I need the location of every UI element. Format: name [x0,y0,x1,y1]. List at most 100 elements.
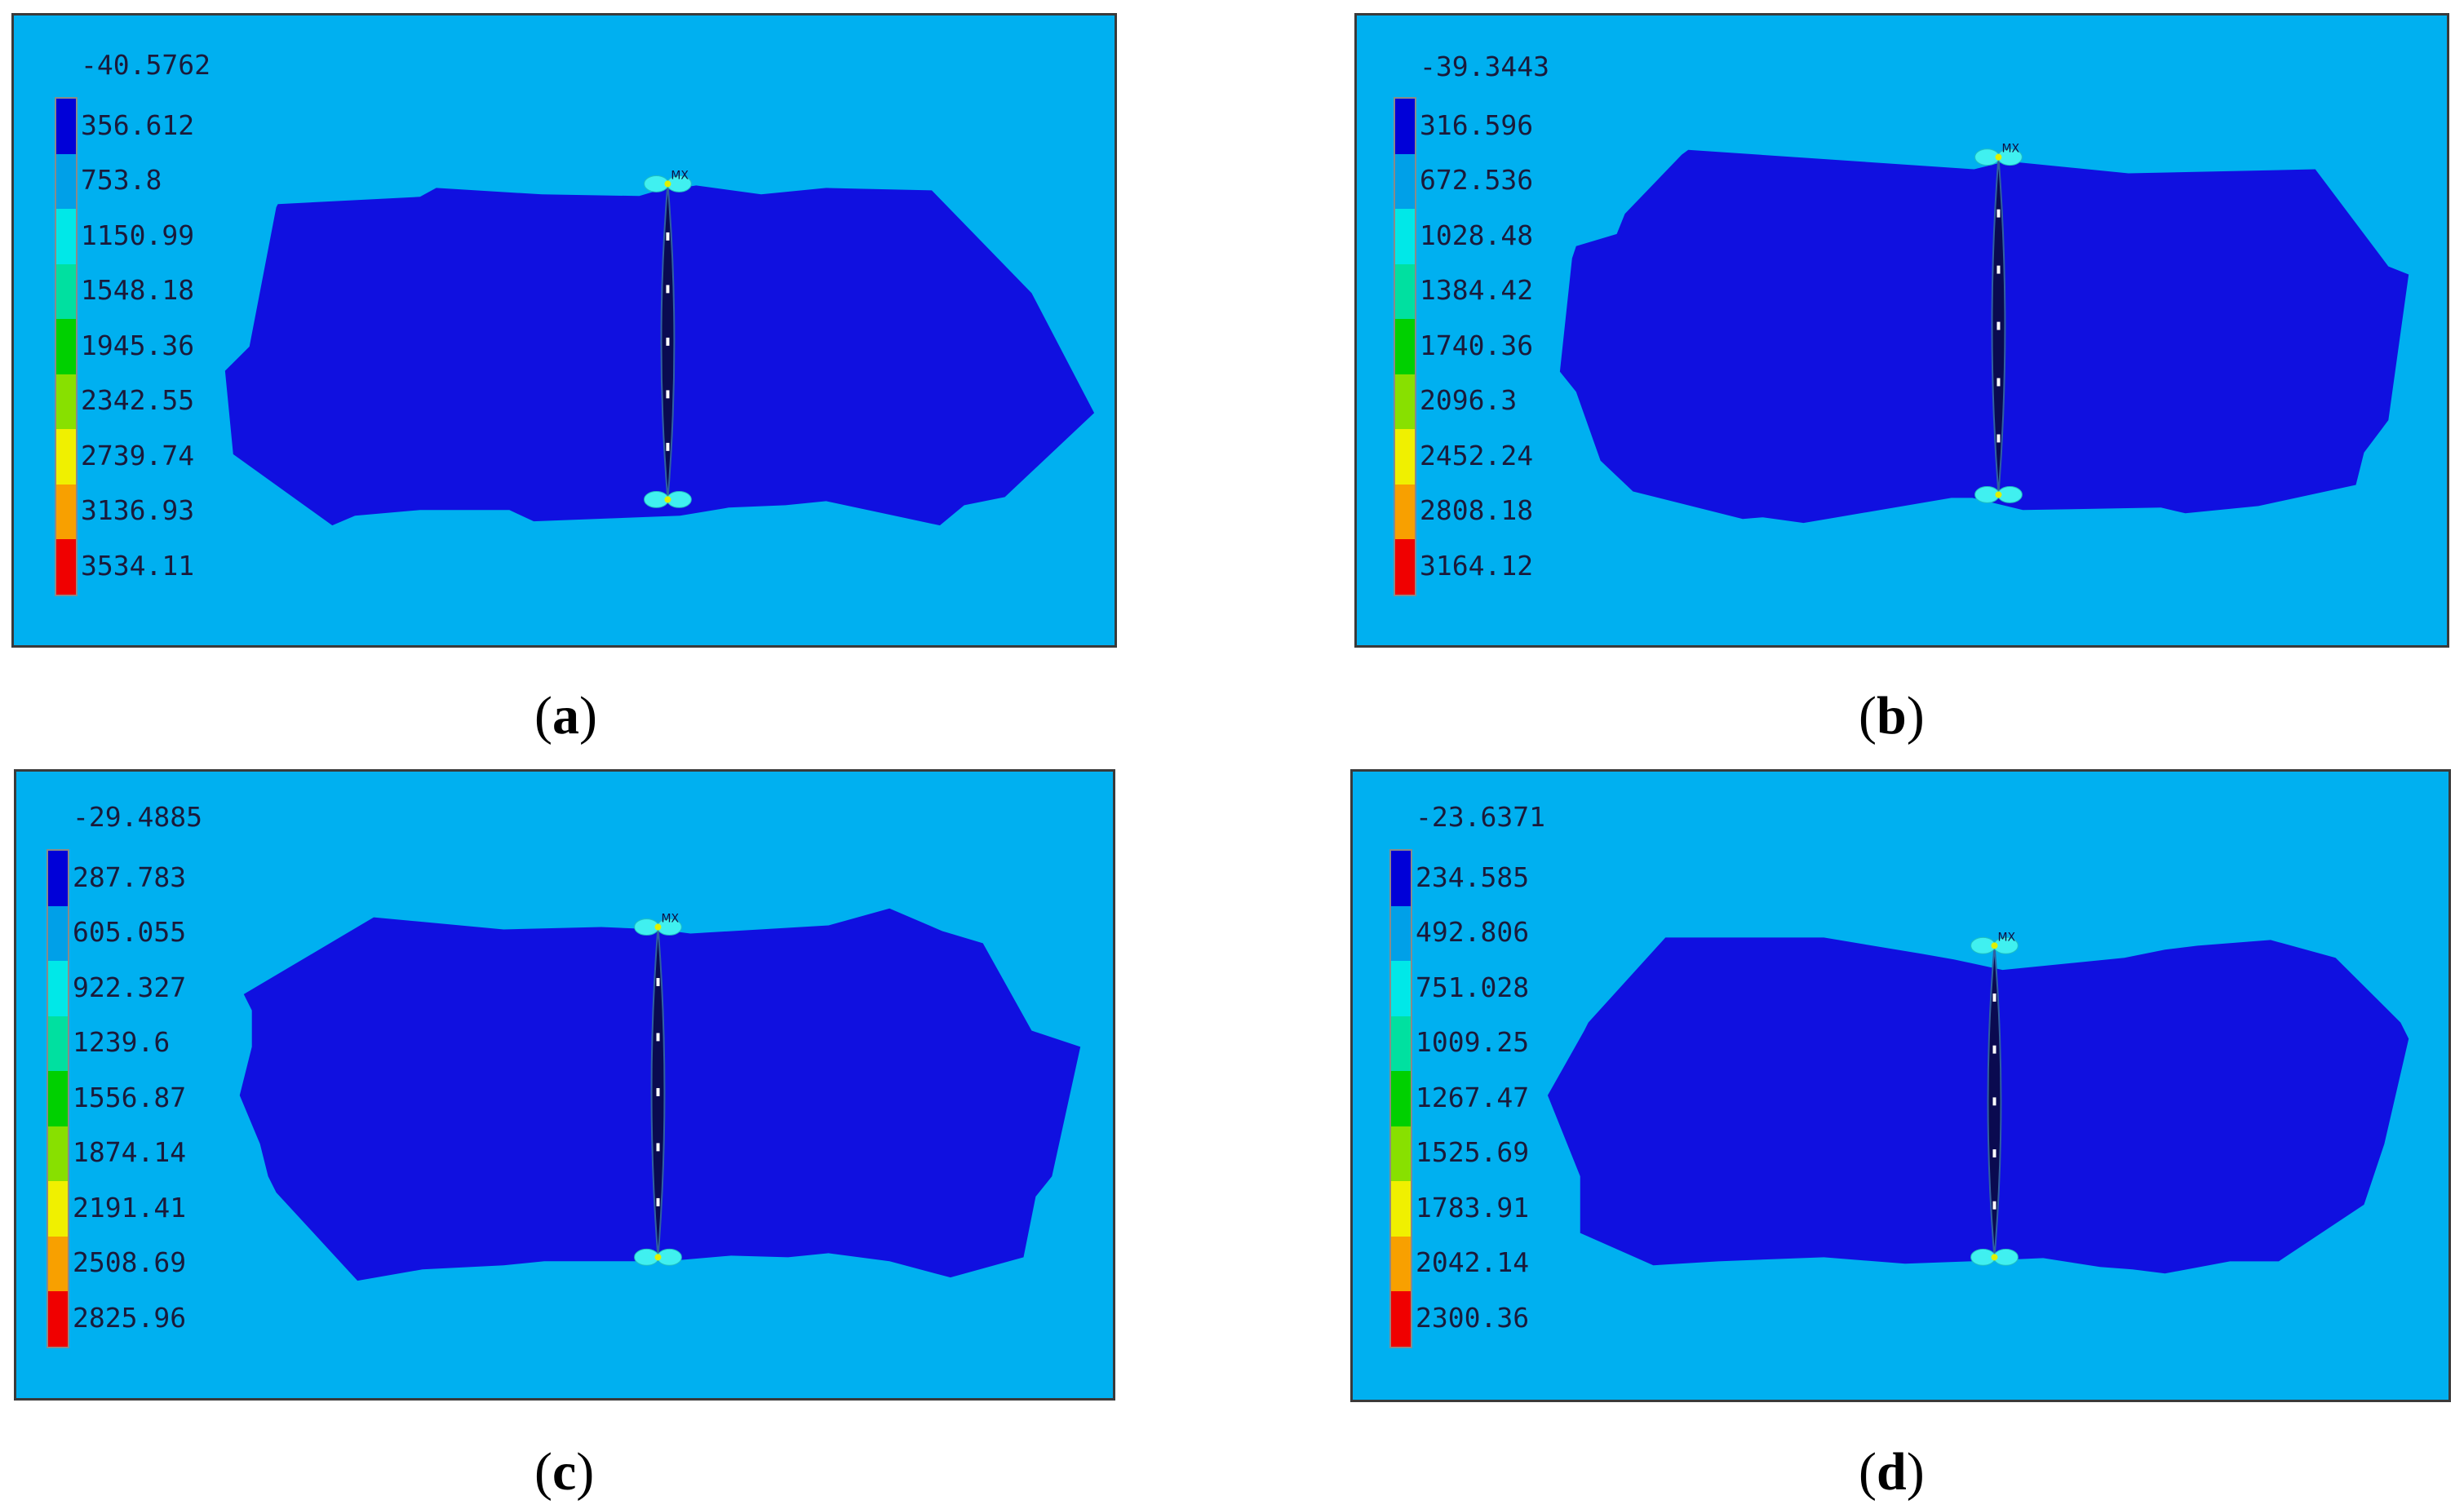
legend-value-b-7: 2452.24 [1420,439,1534,471]
crack-mark-b-4 [1996,378,2001,387]
legend-value-a-3: 1150.99 [81,219,195,251]
crack-mark-d-2 [1992,1045,1996,1054]
crack-mark-d-4 [1992,1149,1996,1157]
legend-colorbar-d [1389,849,1412,1348]
legend-swatch-a-2 [56,153,76,209]
legend-value-a-8: 3136.93 [81,494,195,527]
legend-colorbar-a [55,97,78,596]
legend-value-c-3: 922.327 [73,971,187,1003]
legend-value-c-1: 287.783 [73,861,187,893]
crack-mark-d-3 [1992,1097,1996,1106]
legend-swatch-c-3 [48,961,68,1016]
legend-value-d-9: 2300.36 [1416,1301,1530,1334]
legend-value-a-4: 1548.18 [81,274,195,307]
legend-swatch-d-7 [1391,1181,1411,1237]
crack-tip-bottom-d [1970,1248,2019,1266]
caption-open-a: ( [534,686,552,746]
legend-swatch-a-9 [56,539,76,595]
crack-tip-top-c [634,918,682,936]
legend-swatch-c-5 [48,1071,68,1126]
legend-swatch-a-1 [56,99,76,154]
crack-mark-a-4 [666,390,670,399]
legend-value-b-2: 672.536 [1420,164,1534,197]
crack-mark-c-3 [656,1087,660,1096]
legend-swatch-b-3 [1395,209,1415,264]
caption-open-c: ( [534,1442,552,1502]
crack-tip-bottom-a [644,490,692,508]
legend-value-b-6: 2096.3 [1420,384,1518,417]
crack-mark-a-2 [666,285,670,294]
crack-tip-bottom-c [634,1248,682,1266]
legend-value-a-9: 3534.11 [81,549,195,582]
caption-close-b: ) [1906,686,1925,746]
legend-value-c-5: 1556.87 [73,1081,187,1113]
legend-swatch-c-4 [48,1016,68,1071]
max-marker-label-d: MX [1997,931,2015,944]
legend-value-c-2: 605.055 [73,916,187,949]
caption-letter-d: d [1876,1442,1907,1502]
crack-mark-d-1 [1992,993,1996,1002]
crack-mark-c-4 [656,1143,660,1152]
contour-plot-panel-b: MX -39.3443 316.596 672.536 1028.48 1384.42 1… [1354,13,2449,648]
crack-tip-top-d [1970,936,2019,954]
legend-swatch-c-1 [48,851,68,906]
legend-value-a-5: 1945.36 [81,329,195,361]
legend-value-b-8: 2808.18 [1420,494,1534,527]
legend-swatch-c-6 [48,1126,68,1181]
legend-swatch-b-7 [1395,429,1415,485]
legend-swatch-d-4 [1391,1016,1411,1071]
crack-mark-a-3 [666,337,670,346]
legend-swatch-d-2 [1391,905,1411,961]
legend-value-d-6: 1525.69 [1416,1136,1530,1169]
stress-zone-a [224,185,1095,526]
legend-value-d-4: 1009.25 [1416,1026,1530,1059]
legend-value-c-9: 2825.96 [73,1301,187,1334]
legend-value-d-1: 234.585 [1416,861,1530,893]
caption-letter-a: a [552,686,579,746]
legend-value-d-2: 492.806 [1416,916,1530,949]
legend-swatch-b-2 [1395,153,1415,209]
crack-tip-top-b [1974,148,2023,166]
stress-zone-d [1547,937,2409,1274]
legend-swatch-b-5 [1395,319,1415,374]
legend-swatch-c-7 [48,1181,68,1237]
caption-open-d: ( [1859,1442,1877,1502]
contour-plot-a: MX [224,169,1095,526]
legend-value-d-8: 2042.14 [1416,1246,1530,1279]
crack-mark-c-1 [656,978,660,986]
legend-swatch-d-6 [1391,1126,1411,1181]
legend-swatch-a-3 [56,209,76,264]
crack-mark-b-5 [1996,434,2001,443]
legend-min-label-d: -23.6371 [1416,801,1545,833]
legend-value-c-4: 1239.6 [73,1026,171,1059]
legend-swatch-c-9 [48,1291,68,1347]
legend-min-label-b: -39.3443 [1420,51,1549,82]
legend-swatch-b-1 [1395,99,1415,154]
legend-value-b-4: 1384.42 [1420,274,1534,307]
max-marker-label-c: MX [661,913,679,926]
legend-value-a-6: 2342.55 [81,384,195,417]
panel-caption-c: (c) [534,1445,594,1499]
legend-value-b-5: 1740.36 [1420,329,1534,361]
max-marker-label-b: MX [2001,143,2019,156]
caption-open-b: ( [1859,686,1877,746]
crack-mark-b-3 [1996,321,2001,330]
caption-letter-b: b [1876,686,1907,746]
crack-mark-a-5 [666,442,670,451]
legend-value-b-3: 1028.48 [1420,219,1534,251]
caption-close-a: ) [578,686,597,746]
legend-swatch-d-5 [1391,1071,1411,1126]
contour-plot-b: MX [1559,143,2409,524]
legend-value-c-7: 2191.41 [73,1191,187,1224]
legend-colorbar-c [47,849,69,1348]
legend-swatch-c-8 [48,1236,68,1291]
legend-swatch-d-3 [1391,961,1411,1016]
legend-swatch-d-9 [1391,1291,1411,1347]
caption-close-c: ) [576,1442,595,1502]
panel-caption-d: (d) [1859,1445,1925,1499]
caption-close-d: ) [1906,1442,1925,1502]
max-marker-label-a: MX [671,169,689,182]
contour-plot-panel-a: MX -40.5762 356.612 753.8 1150.99 1548.18 194… [11,13,1117,648]
crack-mark-b-1 [1996,209,2001,218]
legend-swatch-a-6 [56,374,76,429]
